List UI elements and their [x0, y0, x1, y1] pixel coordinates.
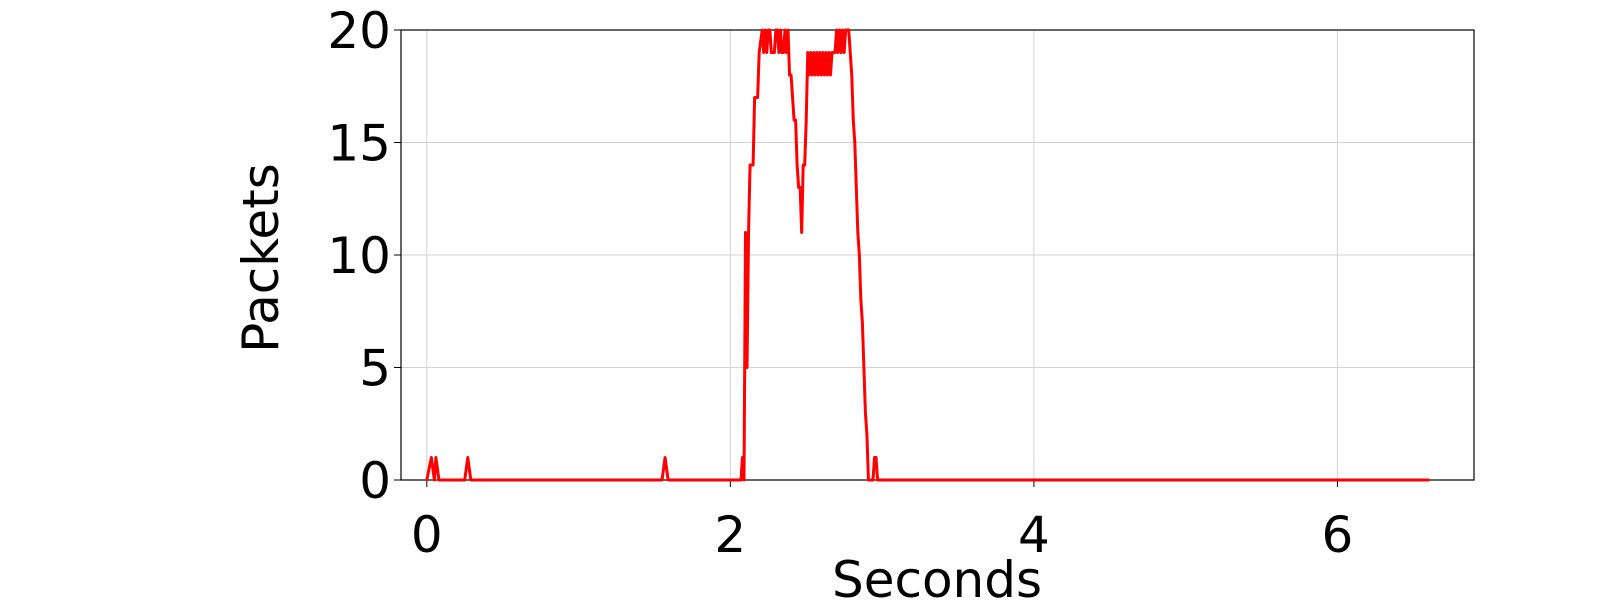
axis-ticks: 0 2 4 6 0 5 10 15 20 [327, 2, 1353, 564]
y-tick-label: 5 [359, 340, 391, 398]
x-tick-label: 0 [411, 506, 443, 564]
x-tick-label: 6 [1322, 506, 1354, 564]
y-tick-label: 10 [327, 227, 391, 285]
series-line [425, 28, 1430, 482]
x-axis-title: Seconds [832, 551, 1042, 600]
grid [401, 29, 1474, 481]
y-tick-label: 0 [359, 452, 391, 510]
x-tick-label: 4 [1018, 506, 1050, 564]
series-layer [425, 28, 1430, 482]
y-tick-label: 15 [327, 115, 391, 173]
x-tick-label: 2 [714, 506, 746, 564]
y-tick-label: 20 [327, 2, 391, 60]
y-axis-title: Packets [232, 163, 290, 353]
